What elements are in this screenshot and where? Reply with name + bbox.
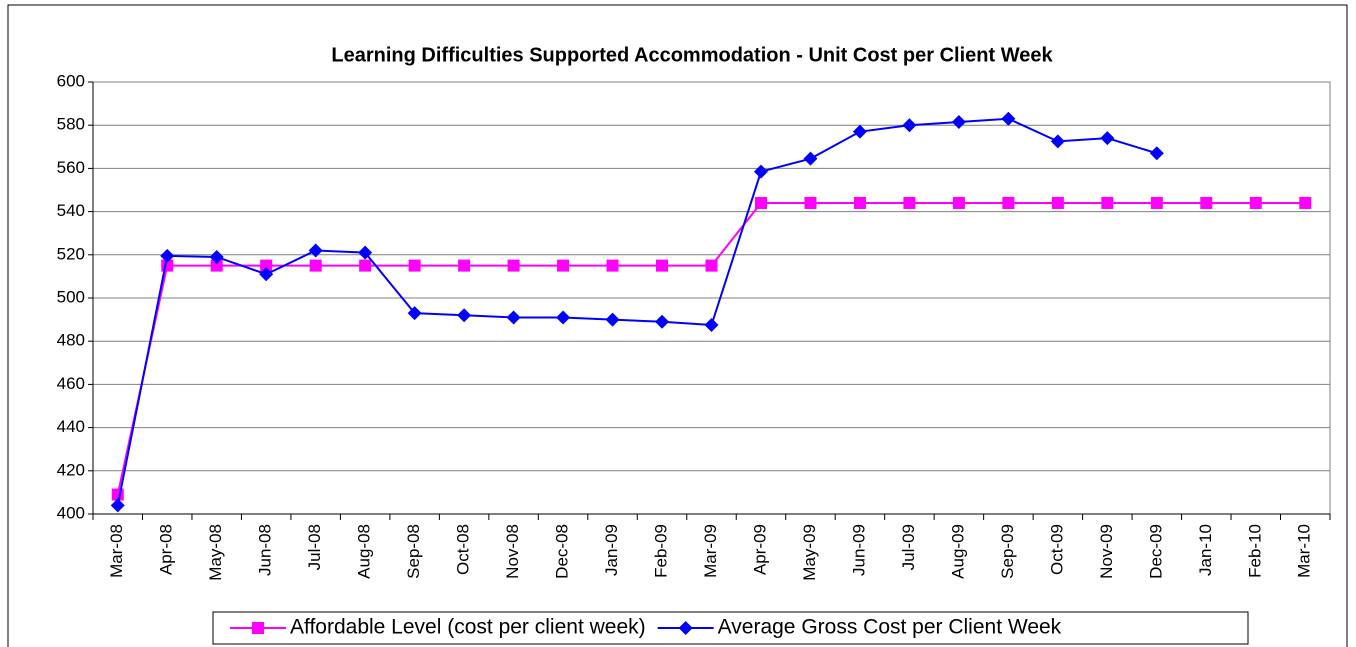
y-tick-label: 400: [57, 503, 85, 522]
data-point: [655, 314, 670, 329]
chart-title: Learning Difficulties Supported Accommod…: [331, 44, 1053, 66]
x-tick-label: Sep-08: [404, 524, 423, 579]
data-point: [902, 118, 917, 133]
data-point: [457, 308, 472, 323]
x-tick-label: Oct-08: [454, 524, 473, 575]
data-point: [210, 259, 223, 272]
data-point: [853, 196, 866, 209]
x-tick-label: Mar-09: [701, 524, 720, 578]
y-tick-label: 440: [57, 417, 85, 436]
x-tick-label: Dec-08: [553, 524, 572, 579]
data-point: [1249, 196, 1262, 209]
data-point: [309, 259, 322, 272]
data-point: [1100, 131, 1115, 146]
data-point: [852, 124, 867, 139]
x-tick-label: Jun-09: [849, 524, 868, 576]
data-point: [605, 312, 620, 327]
data-point: [260, 259, 273, 272]
data-point: [556, 310, 571, 325]
data-point: [1299, 196, 1312, 209]
data-point: [358, 245, 373, 260]
y-tick-label: 420: [57, 460, 85, 479]
data-point: [507, 259, 520, 272]
legend: [212, 611, 1249, 645]
x-tick-label: Jun-08: [256, 524, 275, 576]
x-tick-label: Feb-09: [652, 524, 671, 578]
legend-marker: [252, 622, 264, 634]
data-point: [705, 259, 718, 272]
data-point: [1150, 196, 1163, 209]
data-point: [753, 164, 768, 179]
x-tick-label: Feb-10: [1245, 524, 1264, 578]
x-tick-label: Jul-08: [305, 524, 324, 570]
data-point: [1002, 196, 1015, 209]
x-tick-label: Jul-09: [899, 524, 918, 570]
data-point: [1001, 111, 1016, 126]
x-tick-label: Aug-08: [355, 524, 374, 579]
data-point: [1101, 196, 1114, 209]
y-tick-label: 580: [57, 115, 85, 134]
data-point: [110, 498, 125, 513]
series-line: [116, 117, 1158, 506]
data-point: [408, 259, 421, 272]
data-point: [506, 310, 521, 325]
legend-marker: [678, 621, 693, 635]
data-point: [160, 248, 175, 263]
data-point: [458, 259, 471, 272]
y-tick-label: 460: [57, 374, 85, 393]
data-point: [209, 249, 224, 264]
y-tick-label: 600: [57, 71, 85, 90]
x-tick-label: Dec-09: [1146, 524, 1165, 579]
x-tick-label: Apr-08: [157, 524, 176, 575]
x-tick-label: Jan-09: [602, 524, 621, 576]
data-point: [359, 259, 372, 272]
x-tick-label: Aug-09: [948, 524, 967, 579]
data-point: [704, 318, 719, 332]
x-tick-label: Nov-08: [503, 524, 522, 579]
data-point: [952, 196, 965, 209]
x-tick-label: May-09: [800, 524, 819, 581]
x-tick-label: Apr-09: [750, 524, 769, 575]
x-tick-label: Mar-10: [1295, 524, 1314, 578]
y-tick-label: 560: [57, 158, 85, 177]
legend-label: Affordable Level (cost per client week): [290, 616, 646, 639]
y-tick-label: 500: [57, 287, 85, 306]
x-tick-label: Mar-08: [107, 524, 126, 578]
data-point: [259, 267, 274, 282]
x-tick-label: Oct-09: [1047, 524, 1066, 575]
data-point: [1200, 196, 1213, 209]
data-point: [407, 306, 422, 321]
legend-label: Average Gross Cost per Client Week: [718, 616, 1062, 639]
y-tick-label: 520: [57, 244, 85, 263]
x-tick-label: Nov-09: [1097, 524, 1116, 579]
data-point: [1051, 196, 1064, 209]
data-point: [1050, 134, 1065, 149]
data-point: [803, 151, 818, 166]
data-point: [951, 114, 966, 129]
data-point: [903, 196, 916, 209]
x-tick-label: Sep-09: [998, 524, 1017, 579]
data-point: [656, 259, 669, 272]
data-point: [557, 259, 570, 272]
data-point: [308, 243, 323, 258]
x-tick-label: Jan-10: [1196, 524, 1215, 576]
y-tick-label: 540: [57, 201, 85, 220]
data-point: [804, 196, 817, 209]
data-point: [606, 259, 619, 272]
data-point: [754, 196, 767, 209]
data-point: [1149, 146, 1164, 161]
x-tick-label: May-08: [206, 524, 225, 581]
y-tick-label: 480: [57, 331, 85, 350]
